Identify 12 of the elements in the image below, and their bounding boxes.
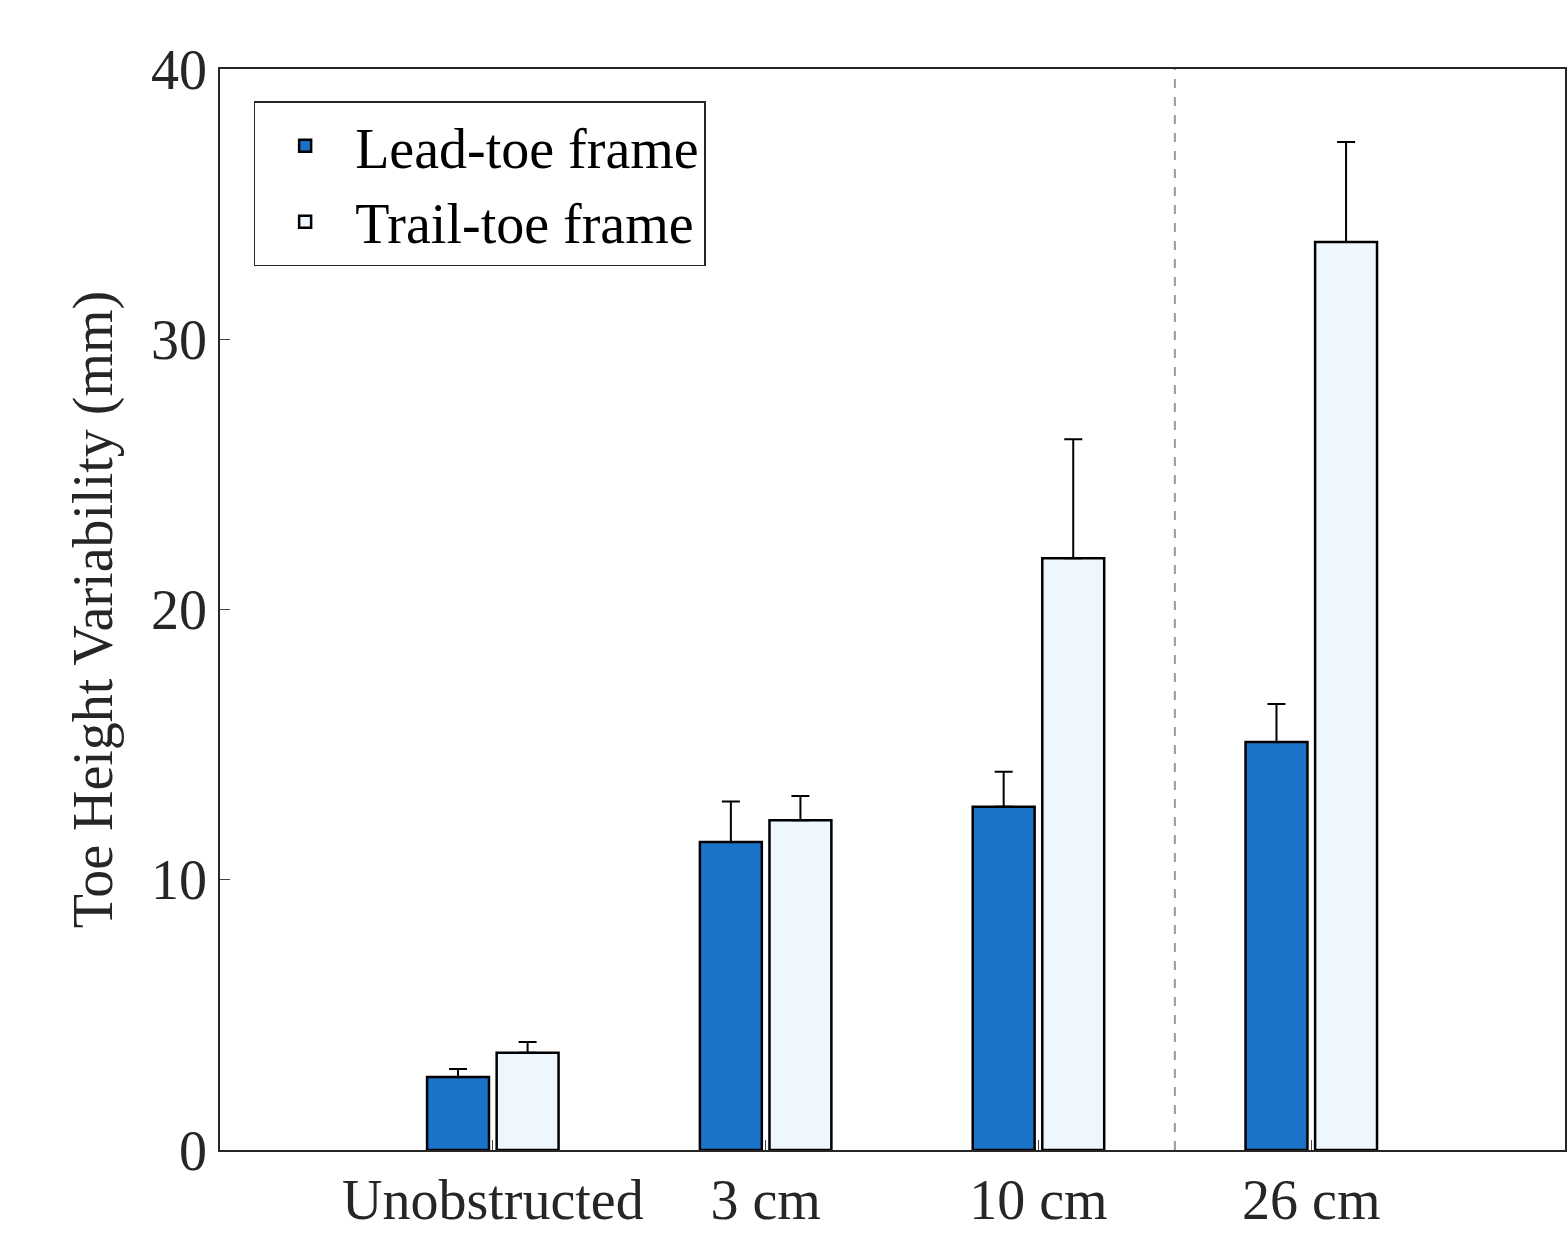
y-tick-label: 40 — [151, 38, 208, 101]
y-tick-label: 10 — [151, 849, 208, 912]
x-tick-label: Unobstructed — [341, 1168, 644, 1231]
x-tick-label: 3 cm — [710, 1168, 821, 1231]
legend-label: Trail-toe frame — [355, 193, 694, 256]
y-tick-label: 0 — [179, 1119, 208, 1182]
y-tick-label: 30 — [151, 308, 208, 371]
legend-label: Lead-toe frame — [355, 117, 699, 180]
y-axis-title: Toe Height Variability (mm) — [62, 290, 126, 929]
y-tick-label: 20 — [151, 579, 208, 642]
x-tick-label: 26 cm — [1242, 1168, 1381, 1231]
x-tick-label: 10 cm — [969, 1168, 1108, 1231]
